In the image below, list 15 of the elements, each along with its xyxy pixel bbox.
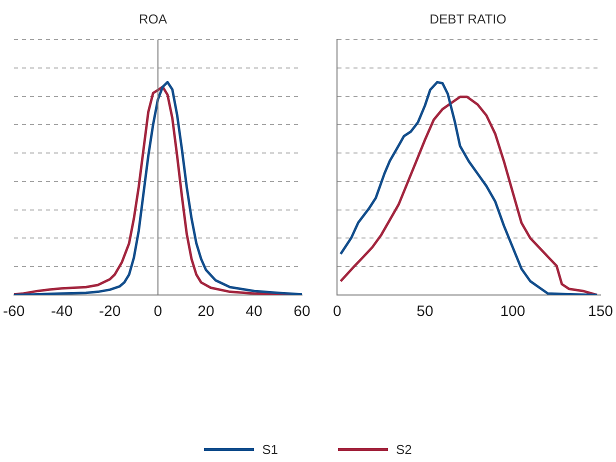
- x-tick-label: 60: [294, 303, 310, 320]
- x-tick-label: 0: [333, 303, 342, 320]
- chart-title: ROA: [138, 11, 168, 26]
- legend-label: S2: [396, 442, 412, 457]
- x-tick-label: -60: [2, 303, 25, 320]
- x-tick-label: -40: [51, 303, 73, 320]
- x-tick-label: -20: [99, 303, 121, 320]
- x-tick-label: 40: [246, 303, 262, 320]
- x-tick-label: 20: [198, 303, 214, 320]
- legend-label: S1: [262, 442, 278, 457]
- x-tick-label: 100: [500, 303, 526, 320]
- x-tick-label: 50: [416, 303, 434, 320]
- x-tick-label: 150: [588, 303, 613, 320]
- chart-title: DEBT RATIO: [430, 11, 506, 26]
- x-tick-label: 0: [154, 303, 162, 320]
